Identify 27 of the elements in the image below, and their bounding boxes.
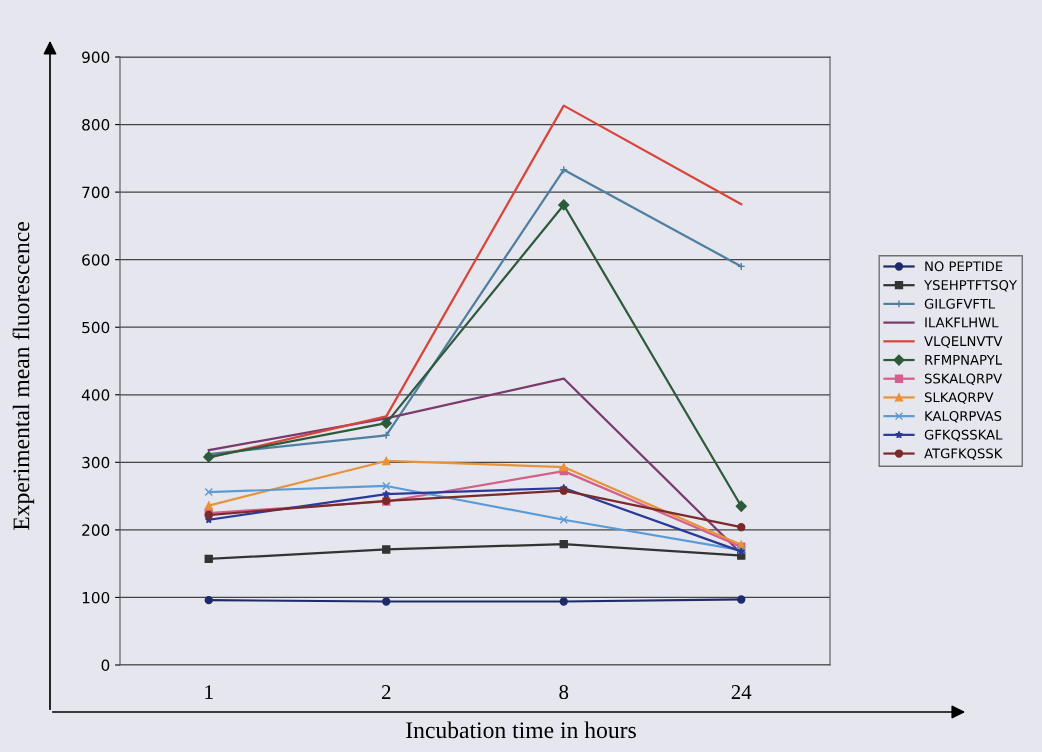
legend-label: SLKAQRPV — [924, 392, 994, 404]
legend-label: RFMPNAPYL — [925, 355, 1003, 365]
legend-label: ILAKFLHWL — [925, 317, 999, 328]
x-tick-label: 1 — [205, 685, 213, 699]
legend-label: YSEHPTFTSQY — [924, 280, 1018, 292]
y-tick-label: 0 — [101, 659, 110, 672]
legend-label: SSKALQRPV — [924, 373, 1003, 386]
x-tick-label: 2 — [381, 685, 391, 699]
legend-label: ATGFKQSSK — [924, 448, 1003, 460]
legend-label: VLQELNVTV — [924, 336, 1003, 348]
legend-label: GFKQSSKAL — [924, 429, 1003, 442]
y-tick-label: 500 — [82, 321, 110, 334]
y-tick-label: 200 — [82, 524, 110, 536]
x-axis-title: Incubation time in hours — [406, 721, 636, 739]
legend-label: KALQRPVAS — [925, 410, 1002, 423]
y-tick-label: 900 — [82, 51, 110, 64]
y-tick-label: 700 — [82, 186, 110, 199]
legend-label: GILGFVFTL — [924, 298, 996, 309]
y-tick-label: 400 — [81, 389, 110, 401]
y-tick-label: 800 — [82, 119, 110, 131]
y-tick-label: 300 — [82, 456, 110, 469]
x-tick-label: 24 — [731, 685, 752, 699]
y-tick-label: 600 — [82, 254, 110, 266]
x-tick-label: 8 — [559, 685, 569, 700]
y-axis-title: Experimental mean fluorescence — [12, 222, 35, 531]
legend-label: NO PEPTIDE — [925, 261, 1003, 272]
y-tick-label: 100 — [82, 591, 110, 604]
